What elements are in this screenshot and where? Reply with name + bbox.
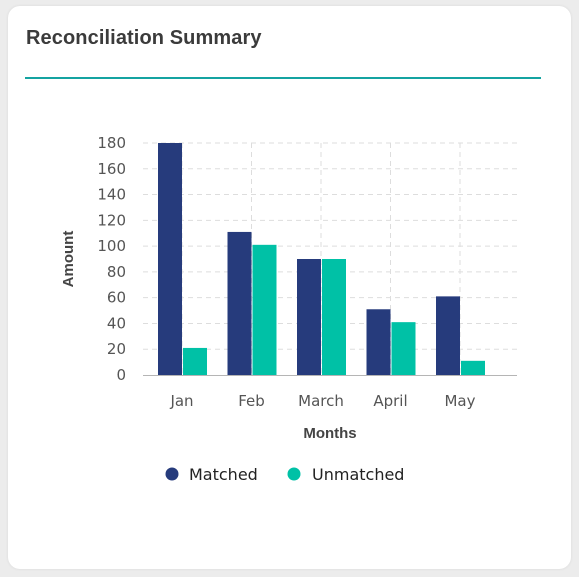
- card-title: Reconciliation Summary: [26, 27, 262, 49]
- bar-unmatched-feb[interactable]: [252, 244, 277, 375]
- y-tick-label: 120: [97, 211, 126, 229]
- x-axis-ticks: Jan Feb March April May: [169, 392, 475, 410]
- x-tick-label: May: [444, 392, 475, 410]
- bar-matched-april[interactable]: [366, 309, 391, 375]
- x-axis-title: Months: [303, 425, 356, 442]
- y-tick-label: 60: [107, 289, 126, 307]
- bars: [158, 143, 485, 375]
- bar-unmatched-april[interactable]: [391, 322, 416, 375]
- bar-unmatched-may[interactable]: [461, 360, 485, 375]
- legend-label: Matched: [189, 465, 258, 484]
- legend-swatch-icon: [287, 467, 301, 481]
- bar-matched-jan[interactable]: [158, 143, 182, 375]
- legend-item-unmatched[interactable]: Unmatched: [287, 465, 405, 484]
- x-tick-label: April: [373, 392, 407, 410]
- y-tick-label: 40: [107, 314, 126, 332]
- y-axis-title: Amount: [60, 231, 77, 288]
- y-tick-label: 100: [97, 237, 126, 255]
- legend-swatch-icon: [165, 467, 179, 481]
- bar-matched-march[interactable]: [297, 259, 321, 375]
- y-tick-label: 0: [116, 366, 126, 384]
- y-tick-label: 160: [97, 160, 126, 178]
- bar-unmatched-march[interactable]: [322, 259, 346, 375]
- bar-matched-may[interactable]: [436, 296, 460, 375]
- y-tick-label: 80: [107, 263, 126, 281]
- bar-unmatched-jan[interactable]: [183, 347, 207, 375]
- x-tick-label: Feb: [238, 392, 265, 410]
- legend-label: Unmatched: [312, 465, 404, 484]
- bar-matched-feb[interactable]: [227, 231, 252, 375]
- legend-item-matched[interactable]: Matched: [165, 465, 258, 484]
- y-tick-label: 180: [97, 134, 126, 152]
- y-tick-label: 140: [97, 186, 126, 204]
- legend: Matched Unmatched: [165, 465, 405, 484]
- x-tick-label: March: [298, 392, 344, 410]
- y-tick-label: 20: [107, 340, 126, 358]
- title-divider: [25, 77, 541, 79]
- x-tick-label: Jan: [169, 392, 193, 410]
- y-axis-ticks: 0 20 40 60 80 100 120 140 160 180: [97, 134, 126, 384]
